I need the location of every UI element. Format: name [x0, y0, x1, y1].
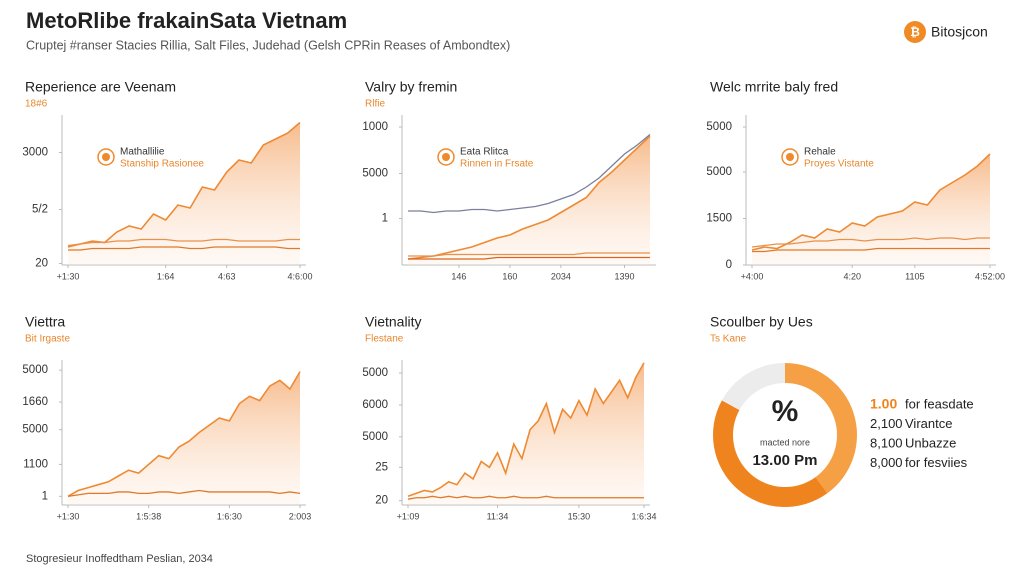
y-tick-label: 5000 — [362, 367, 388, 379]
line — [751, 237, 990, 248]
legend-label: for feasdate — [905, 396, 974, 411]
subtitle: Cruptej #ranser Stacies Rillia, Salt Fil… — [26, 38, 510, 52]
y-tick-label: 1 — [42, 490, 48, 502]
x-tick-label: 4:20 — [843, 271, 861, 281]
y-tick-label: 1 — [382, 213, 388, 225]
line — [67, 238, 300, 247]
y-tick-label: 1660 — [22, 396, 48, 408]
y-tick-label: 5000 — [706, 121, 732, 133]
x-tick-label: +1:30 — [57, 511, 80, 521]
donut-segment — [785, 362, 858, 494]
title: MetoRlibe frakainSata Vietnam — [26, 8, 347, 33]
area — [408, 136, 650, 265]
y-tick-label: 5000 — [22, 424, 48, 436]
x-tick-label: 4:6:00 — [287, 271, 312, 281]
y-tick-label: 20 — [35, 258, 48, 270]
annotation: Proyes Vistante — [804, 159, 874, 170]
chart-subtitle: Ts Kane — [710, 334, 747, 345]
x-tick-label: +4:00 — [741, 271, 764, 281]
y-tick-label: 20 — [375, 495, 388, 507]
y-tick-label: 5000 — [362, 168, 388, 180]
x-tick-label: 1:6:34 — [631, 511, 656, 521]
x-tick-label: +1:30 — [57, 271, 80, 281]
line — [407, 362, 645, 498]
chart-title: Welc mrrite baly fred — [710, 79, 838, 95]
legend-value: 1.00 — [870, 396, 897, 412]
y-tick-label: 3000 — [22, 147, 48, 159]
logo-text: Bitosjcon — [931, 24, 988, 40]
donut-center: macted nore — [760, 437, 810, 447]
x-tick-label: 160 — [502, 271, 517, 281]
chart-subtitle: Bit Irgaste — [25, 334, 70, 345]
y-tick-label: 0 — [726, 259, 732, 271]
line — [67, 121, 301, 248]
legend-value: 8,000 — [870, 455, 903, 470]
y-tick-label: 5000 — [362, 431, 388, 443]
x-tick-label: +1:09 — [397, 511, 420, 521]
y-tick-label: 5000 — [22, 364, 48, 376]
chart-title: Valry by fremin — [365, 79, 457, 95]
legend-label: for fesviies — [905, 455, 968, 470]
donut-center: 13.00 Pm — [752, 452, 817, 469]
line — [408, 256, 650, 260]
x-tick-label: 1105 — [905, 271, 924, 281]
line — [751, 153, 991, 251]
annotation-dot — [442, 153, 450, 161]
chart-subtitle: Rlfie — [365, 99, 385, 110]
line — [68, 246, 300, 251]
area — [68, 122, 300, 265]
chart-subtitle: Flestane — [365, 334, 404, 345]
annotation: Stanship Rasionee — [120, 159, 204, 170]
y-tick-label: 1100 — [23, 458, 48, 470]
line — [407, 135, 651, 260]
line — [67, 489, 301, 497]
x-tick-label: 4:63 — [218, 271, 236, 281]
chart-subtitle: 18#6 — [25, 99, 48, 110]
logo-icon — [904, 21, 926, 43]
footer: Stogresieur Inoffedtham Peslian, 2034 — [26, 553, 213, 565]
y-tick-label: 6000 — [362, 399, 388, 411]
chart-title: Viettra — [25, 314, 65, 330]
area — [408, 362, 644, 505]
line — [752, 247, 990, 253]
area — [68, 371, 300, 505]
x-tick-label: 4:52:00 — [975, 271, 1005, 281]
annotation: Eata Rlitca — [460, 147, 509, 158]
x-tick-label: 1:6:30 — [217, 511, 242, 521]
chart-title: Vietnality — [365, 314, 422, 330]
line — [407, 495, 644, 500]
chart-title: Reperience are Veenam — [25, 79, 176, 95]
logo-glyph: ₿ — [910, 25, 920, 39]
line — [408, 133, 651, 214]
annotation: Rehale — [804, 147, 836, 158]
x-tick-label: 15:30 — [568, 511, 591, 521]
annotation-dot — [786, 153, 794, 161]
legend-value: 8,100 — [870, 435, 903, 450]
legend-label: Virantce — [905, 416, 952, 431]
x-tick-label: 11:34 — [487, 511, 509, 521]
legend-value: 2,100 — [870, 416, 903, 431]
x-tick-label: 2034 — [551, 271, 571, 281]
line — [408, 252, 650, 257]
annotation-dot — [102, 153, 110, 161]
y-tick-label: 1500 — [706, 213, 732, 225]
x-tick-label: 1:64 — [157, 271, 175, 281]
legend-label: Unbazze — [905, 435, 956, 450]
y-tick-label: 5000 — [706, 166, 732, 178]
x-tick-label: 1390 — [615, 271, 635, 281]
x-tick-label: 146 — [451, 271, 466, 281]
annotation: Rinnen in Frsate — [460, 159, 534, 170]
x-tick-label: 2:003 — [289, 511, 312, 521]
y-tick-label: 5/2 — [32, 204, 48, 216]
donut-segment — [712, 400, 828, 508]
line — [67, 371, 301, 497]
donut-center: % — [772, 395, 799, 428]
donut-segment — [721, 363, 785, 410]
x-tick-label: 1:5:38 — [136, 511, 161, 521]
y-tick-label: 1000 — [362, 121, 388, 133]
annotation: Mathallilie — [120, 147, 165, 158]
y-tick-label: 25 — [375, 461, 388, 473]
chart-title: Scoulber by Ues — [710, 314, 813, 330]
